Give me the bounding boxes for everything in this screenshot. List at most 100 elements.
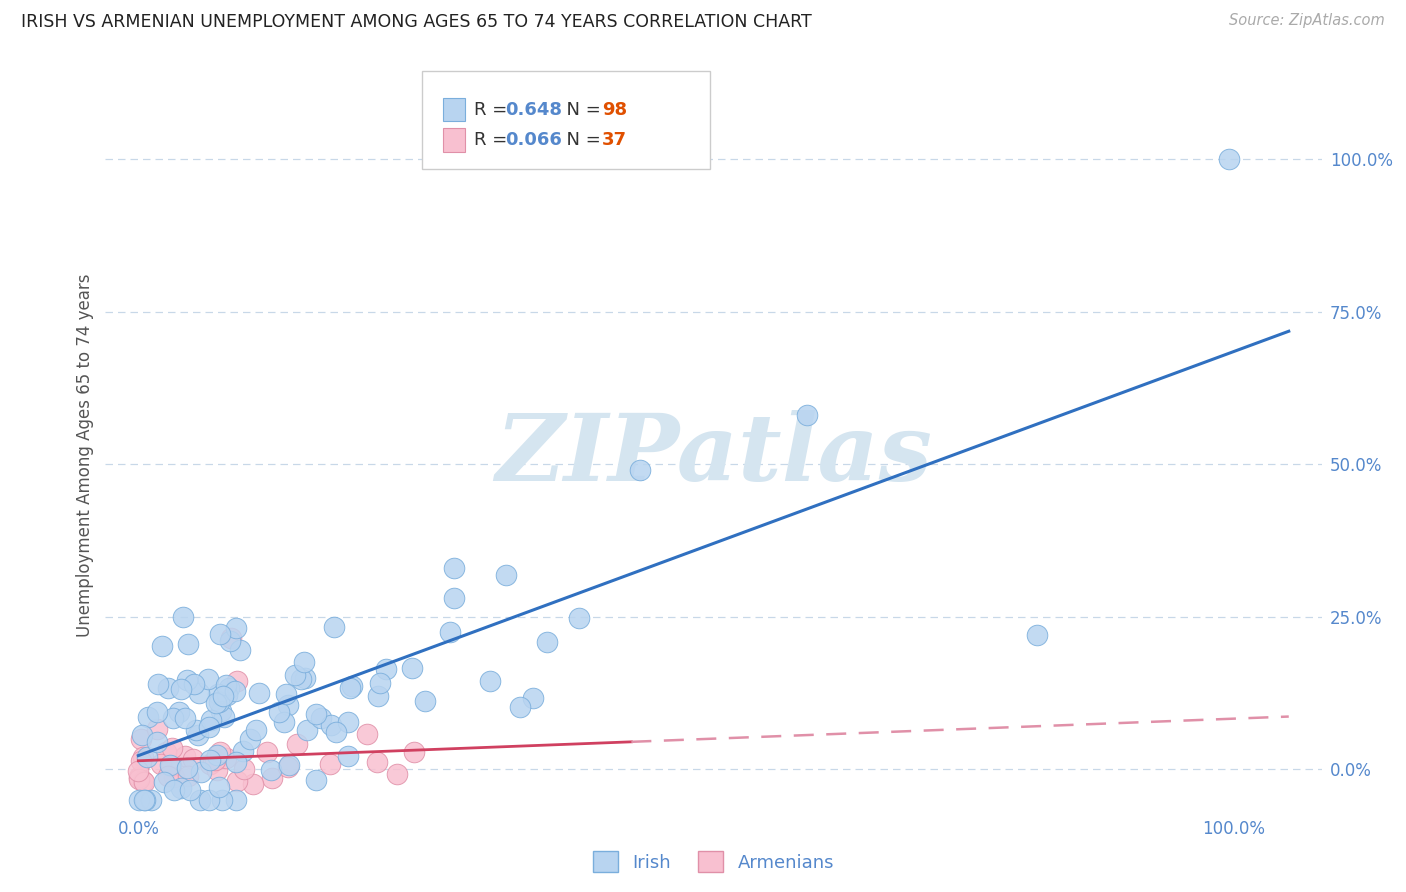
Point: [128, 792, 150, 806]
Point: [276, 760, 298, 774]
Text: IRISH VS ARMENIAN UNEMPLOYMENT AMONG AGES 65 TO 74 YEARS CORRELATION CHART: IRISH VS ARMENIAN UNEMPLOYMENT AMONG AGE…: [21, 13, 811, 31]
Point: [183, 676, 205, 690]
Point: [162, 782, 184, 797]
Point: [131, 728, 153, 742]
Point: [170, 682, 193, 697]
Point: [150, 756, 173, 771]
Point: [218, 633, 240, 648]
Point: [260, 771, 283, 785]
Point: [1025, 628, 1047, 642]
Point: [628, 463, 651, 477]
Point: [181, 752, 204, 766]
Point: [146, 677, 169, 691]
Point: [187, 728, 209, 742]
Point: [159, 757, 181, 772]
Point: [225, 792, 247, 806]
Point: [342, 679, 364, 693]
Point: [284, 667, 307, 681]
Point: [197, 792, 219, 806]
Point: [139, 792, 162, 806]
Point: [197, 673, 219, 687]
Point: [208, 780, 231, 794]
Point: [536, 635, 558, 649]
Text: Source: ZipAtlas.com: Source: ZipAtlas.com: [1229, 13, 1385, 29]
Point: [319, 718, 342, 732]
Point: [128, 772, 150, 786]
Point: [277, 698, 299, 712]
Point: [132, 774, 155, 789]
Point: [323, 620, 346, 634]
Point: [325, 725, 347, 739]
Point: [146, 734, 169, 748]
Point: [495, 568, 517, 582]
Point: [127, 764, 149, 778]
Point: [239, 732, 262, 747]
Point: [242, 777, 264, 791]
Point: [200, 713, 222, 727]
Point: [375, 662, 398, 676]
Point: [401, 661, 423, 675]
Point: [170, 781, 193, 796]
Point: [200, 756, 222, 771]
Point: [278, 758, 301, 772]
Point: [132, 750, 155, 764]
Text: N =: N =: [555, 131, 607, 149]
Point: [204, 753, 226, 767]
Point: [188, 792, 211, 806]
Point: [150, 640, 173, 654]
Legend: Irish, Armenians: Irish, Armenians: [583, 842, 844, 881]
Point: [172, 610, 194, 624]
Text: R =: R =: [474, 131, 513, 149]
Point: [274, 688, 297, 702]
Point: [174, 711, 197, 725]
Point: [232, 763, 254, 777]
Point: [129, 754, 152, 768]
Point: [305, 707, 328, 722]
Point: [212, 690, 235, 704]
Point: [153, 774, 176, 789]
Point: [173, 749, 195, 764]
Point: [207, 687, 229, 701]
Point: [162, 711, 184, 725]
Point: [294, 671, 316, 685]
Point: [162, 741, 184, 756]
Point: [285, 737, 308, 751]
Point: [176, 761, 198, 775]
Point: [370, 675, 392, 690]
Point: [443, 591, 465, 606]
Point: [136, 709, 159, 723]
Point: [218, 681, 240, 695]
Point: [212, 710, 235, 724]
Point: [200, 753, 222, 767]
Text: N =: N =: [555, 101, 607, 119]
Point: [136, 749, 159, 764]
Point: [190, 764, 212, 779]
Point: [146, 722, 169, 736]
Point: [247, 686, 270, 700]
Point: [229, 643, 252, 657]
Point: [208, 695, 231, 709]
Point: [209, 627, 232, 641]
Y-axis label: Unemployment Among Ages 65 to 74 years: Unemployment Among Ages 65 to 74 years: [76, 273, 94, 637]
Point: [522, 690, 544, 705]
Point: [336, 749, 359, 764]
Point: [366, 755, 388, 769]
Point: [305, 772, 328, 787]
Point: [256, 745, 278, 759]
Point: [132, 792, 155, 806]
Point: [134, 774, 156, 789]
Point: [215, 677, 238, 691]
Point: [221, 631, 243, 645]
Point: [156, 769, 179, 783]
Point: [439, 625, 461, 640]
Point: [336, 714, 359, 729]
Point: [197, 720, 219, 734]
Text: R =: R =: [474, 101, 513, 119]
Point: [155, 745, 177, 759]
Point: [129, 731, 152, 746]
Point: [176, 673, 198, 687]
Point: [211, 792, 233, 806]
Point: [309, 711, 332, 725]
Point: [367, 690, 389, 704]
Point: [169, 706, 191, 720]
